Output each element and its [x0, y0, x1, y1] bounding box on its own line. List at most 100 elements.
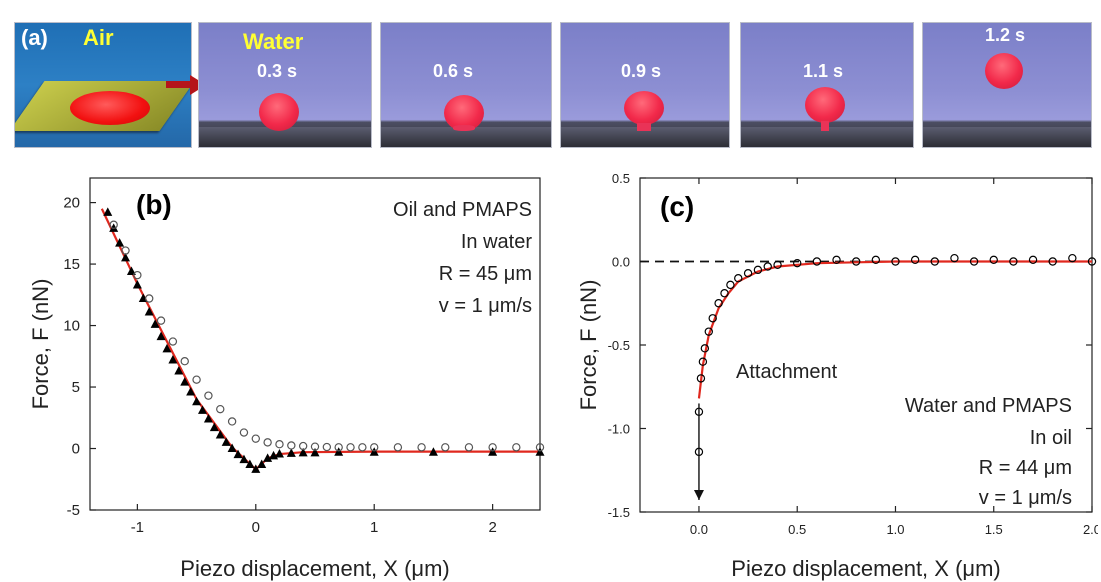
x-tick-label: 0 — [252, 519, 260, 536]
data-point-triangle — [203, 414, 213, 423]
data-point-triangle — [174, 366, 184, 375]
data-point-triangle — [221, 437, 231, 446]
x-tick-label: 0.0 — [690, 522, 708, 537]
data-point-circle — [989, 255, 998, 265]
data-point-circle — [121, 246, 130, 255]
data-point-circle — [714, 299, 723, 308]
data-point-circle — [204, 391, 213, 400]
y-tick-label: 15 — [63, 256, 80, 273]
data-point-triangle — [310, 447, 320, 457]
air-label: Air — [83, 25, 114, 50]
annotation: R = 44 μm — [979, 457, 1072, 479]
data-point-circle — [950, 253, 959, 263]
data-point-circle — [708, 314, 717, 323]
data-point-circle — [930, 257, 939, 266]
data-point-circle — [1048, 257, 1057, 266]
data-point-circle — [251, 434, 260, 443]
data-point-circle — [322, 442, 332, 452]
data-point-triangle — [150, 319, 160, 328]
data-point-triangle — [428, 447, 438, 456]
x-tick-label: 2 — [488, 519, 496, 536]
oil-droplet — [624, 91, 664, 125]
data-point-triangle — [180, 377, 190, 386]
data-point-circle — [156, 316, 166, 325]
y-tick-label: 20 — [63, 195, 80, 212]
data-point-circle — [720, 289, 729, 298]
data-point-triangle — [115, 238, 125, 247]
data-point-triangle — [286, 448, 296, 457]
data-point-circle — [1028, 255, 1038, 265]
data-point-triangle — [186, 386, 196, 396]
data-point-circle — [698, 357, 708, 366]
y-tick-label: 5 — [72, 379, 80, 396]
data-point-triangle — [162, 343, 172, 353]
annotation: In water — [461, 231, 532, 253]
data-point-triangle — [192, 396, 202, 406]
data-point-circle — [168, 337, 178, 346]
annotation: In oil — [1030, 427, 1072, 449]
panel-label: (c) — [660, 191, 694, 222]
data-point-triangle — [109, 223, 119, 232]
y-tick-label: -1.0 — [608, 422, 630, 437]
data-point-circle — [743, 268, 753, 278]
data-point-circle — [145, 294, 154, 303]
data-point-circle — [393, 443, 403, 452]
data-point-triangle — [251, 464, 261, 473]
x-tick-label: 1.0 — [886, 522, 904, 537]
panel-label: (b) — [136, 189, 172, 220]
data-point-circle — [696, 374, 706, 383]
data-point-triangle — [257, 459, 267, 469]
droplet-neck — [637, 123, 651, 131]
y-tick-label: 0.5 — [612, 171, 630, 186]
data-point-triangle — [215, 429, 225, 439]
arrow-right-icon — [166, 81, 196, 88]
data-point-circle — [1009, 257, 1018, 266]
droplet-neck — [453, 125, 475, 131]
data-point-triangle — [298, 447, 308, 457]
substrate — [561, 127, 729, 147]
data-point-circle — [891, 257, 900, 266]
frame-water-1: Water 0.3 s — [198, 22, 372, 148]
y-tick-label: -0.5 — [608, 338, 630, 353]
data-point-triangle — [239, 454, 249, 464]
data-point-circle — [310, 442, 320, 451]
arrow-down-icon — [693, 490, 704, 500]
data-point-triangle — [198, 405, 207, 414]
data-point-circle — [910, 255, 920, 265]
y-tick-label: 10 — [63, 318, 80, 335]
annotation: R = 45 μm — [439, 263, 532, 285]
data-point-circle — [488, 443, 497, 452]
data-point-circle — [239, 428, 249, 437]
data-point-circle — [851, 257, 861, 266]
data-point-circle — [535, 443, 545, 452]
x-tick-label: 0.5 — [788, 522, 806, 537]
data-point-circle — [700, 344, 710, 353]
annotation: Attachment — [736, 361, 838, 383]
data-point-circle — [1068, 253, 1077, 263]
x-axis-title: Piezo displacement, X (μm) — [731, 556, 1000, 581]
data-point-circle — [109, 220, 118, 229]
x-axis-title: Piezo displacement, X (μm) — [180, 556, 449, 581]
annotation: Oil and PMAPS — [393, 199, 532, 221]
data-point-triangle — [126, 266, 136, 275]
data-point-circle — [334, 443, 343, 452]
data-point-triangle — [233, 449, 243, 459]
frame-air: (a) Air — [14, 22, 192, 148]
data-point-circle — [734, 273, 743, 283]
data-point-triangle — [209, 422, 219, 432]
data-point-circle — [871, 255, 881, 265]
data-point-circle — [1087, 257, 1097, 266]
frame-time-5: 1.2 s — [985, 25, 1026, 45]
data-point-triangle — [144, 307, 154, 316]
data-point-circle — [704, 327, 713, 336]
data-point-circle — [346, 443, 355, 452]
annotation: v = 1 μm/s — [979, 487, 1072, 509]
frame-water-2: 0.6 s — [380, 22, 552, 148]
y-axis-title: Force, F (nN) — [576, 280, 601, 411]
frame-time-3: 0.9 s — [621, 61, 662, 81]
droplet-neck — [821, 121, 829, 131]
chart-c: 0.0 0.5 1.0 1.5 2.0 -1.5 -1.0 -0.5 0.0 0.5 (c) Atta… — [558, 162, 1098, 582]
data-point-circle — [969, 257, 979, 266]
data-point-circle — [180, 357, 189, 366]
